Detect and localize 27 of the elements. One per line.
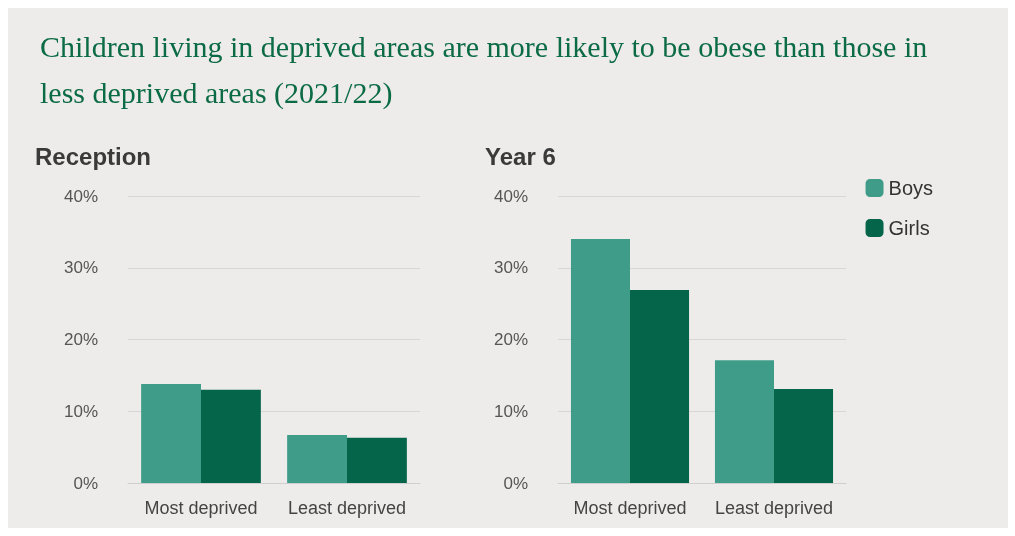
y-tick-label: 0% (73, 473, 98, 493)
chart-subtitle: Year 6 (485, 142, 556, 170)
legend-label: Girls (888, 217, 930, 239)
x-tick-label: Most deprived (573, 498, 687, 518)
y-tick-label: 0% (503, 473, 528, 493)
y-tick-label: 40% (63, 186, 98, 206)
legend-label: Boys (888, 177, 934, 199)
bar (141, 383, 201, 483)
text: Children living in deprived areas are more likely to be obese than those in less deprived areas (2021/22) (40, 29, 929, 111)
bar (347, 437, 407, 483)
bar (630, 289, 690, 483)
x-tick-label: Least deprived (714, 498, 834, 518)
bar (570, 239, 630, 483)
y-tick-label: 20% (63, 330, 98, 349)
y-tick-label: 10% (63, 401, 98, 421)
x-tick-label: Least deprived (287, 498, 407, 518)
bar (201, 389, 261, 483)
y-tick-label: 10% (493, 401, 528, 421)
x-tick-label: Most deprived (144, 498, 258, 518)
y-tick-label: 40% (493, 186, 528, 206)
bar (287, 434, 347, 483)
bar (774, 389, 834, 483)
y-tick-label: 30% (63, 258, 98, 278)
bar (714, 360, 774, 483)
y-tick-label: 30% (493, 258, 528, 278)
y-tick-label: 20% (493, 330, 528, 349)
chart-subtitle: Reception (35, 142, 152, 170)
